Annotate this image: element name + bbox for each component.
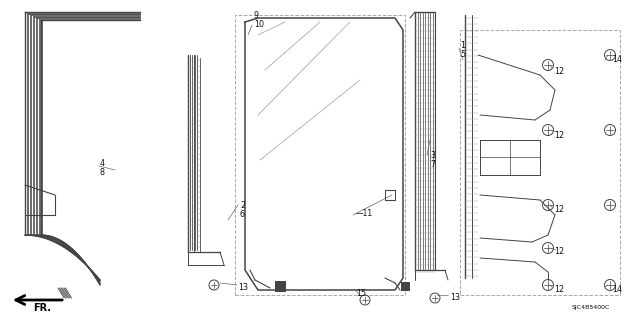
Text: 12: 12 [554, 248, 564, 256]
Text: FR.: FR. [33, 303, 51, 313]
Bar [235, 15, 405, 295]
Text: 2
6: 2 6 [240, 201, 245, 219]
Text: —11: —11 [356, 209, 373, 218]
Text: 1
5: 1 5 [460, 41, 465, 59]
Text: 13: 13 [450, 293, 460, 301]
Text: 9
10: 9 10 [254, 11, 264, 29]
Text: 15: 15 [356, 288, 366, 298]
Text: 4
8: 4 8 [100, 159, 105, 177]
Text: SJC4B5400C: SJC4B5400C [572, 306, 611, 310]
Text: 12: 12 [554, 68, 564, 77]
Text: 12: 12 [554, 205, 564, 214]
Text: 3
7: 3 7 [430, 151, 435, 169]
Bar [460, 30, 620, 295]
Text: 12: 12 [554, 130, 564, 139]
Text: 14: 14 [612, 56, 622, 64]
Text: 12: 12 [554, 286, 564, 294]
Text: 13: 13 [238, 284, 248, 293]
Text: 14: 14 [612, 286, 622, 294]
